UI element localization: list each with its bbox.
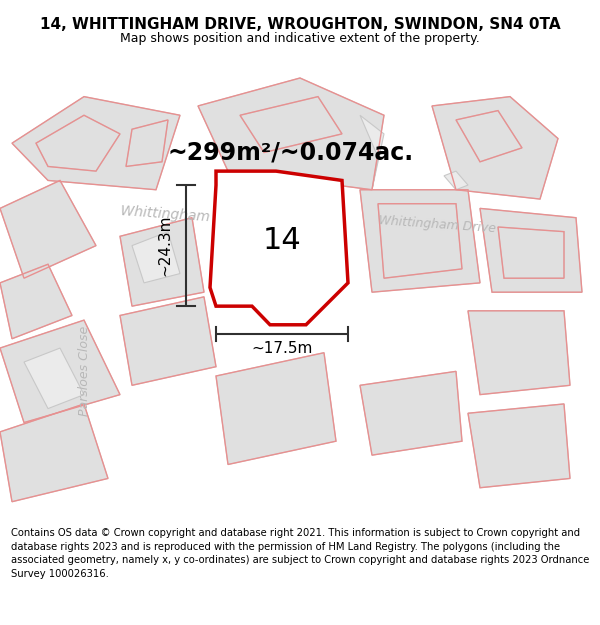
Polygon shape [360,371,462,455]
Text: Parsloes Close: Parsloes Close [77,326,91,416]
Polygon shape [132,232,180,283]
Polygon shape [12,97,180,190]
Polygon shape [120,297,216,385]
Text: Map shows position and indicative extent of the property.: Map shows position and indicative extent… [120,31,480,44]
Polygon shape [198,78,384,190]
Polygon shape [360,115,384,190]
Text: 14: 14 [263,226,301,256]
Text: ~17.5m: ~17.5m [251,341,313,356]
Polygon shape [456,111,522,162]
Polygon shape [444,171,468,190]
Polygon shape [0,181,96,278]
Polygon shape [120,217,204,306]
Text: Whittingham Drive: Whittingham Drive [120,204,251,227]
Polygon shape [36,115,120,171]
Polygon shape [468,404,570,488]
Text: 14, WHITTINGHAM DRIVE, WROUGHTON, SWINDON, SN4 0TA: 14, WHITTINGHAM DRIVE, WROUGHTON, SWINDO… [40,17,560,32]
Polygon shape [228,194,324,269]
Polygon shape [468,311,570,394]
Polygon shape [0,404,108,502]
Polygon shape [480,208,582,292]
Text: ~24.3m: ~24.3m [157,215,173,276]
Text: Contains OS data © Crown copyright and database right 2021. This information is : Contains OS data © Crown copyright and d… [11,528,589,579]
Text: ~299m²/~0.074ac.: ~299m²/~0.074ac. [168,141,414,164]
Polygon shape [210,171,348,325]
Polygon shape [240,97,342,152]
Polygon shape [0,264,72,339]
Polygon shape [216,352,336,464]
Polygon shape [126,120,168,166]
Polygon shape [24,348,84,409]
Polygon shape [432,97,558,199]
Polygon shape [0,320,120,422]
Polygon shape [360,190,480,292]
Polygon shape [378,204,462,278]
Polygon shape [498,227,564,278]
Text: Whittingham Drive: Whittingham Drive [378,214,496,235]
